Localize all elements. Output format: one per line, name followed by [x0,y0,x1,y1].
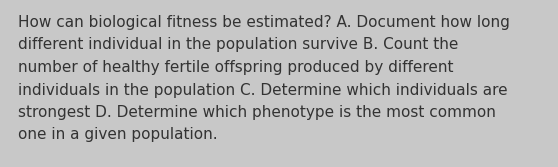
Text: number of healthy fertile offspring produced by different: number of healthy fertile offspring prod… [18,60,454,75]
Text: How can biological fitness be estimated? A. Document how long: How can biological fitness be estimated?… [18,15,510,30]
Text: one in a given population.: one in a given population. [18,127,218,142]
Text: different individual in the population survive B. Count the: different individual in the population s… [18,38,458,52]
Text: individuals in the population C. Determine which individuals are: individuals in the population C. Determi… [18,82,508,98]
Text: strongest D. Determine which phenotype is the most common: strongest D. Determine which phenotype i… [18,105,496,120]
